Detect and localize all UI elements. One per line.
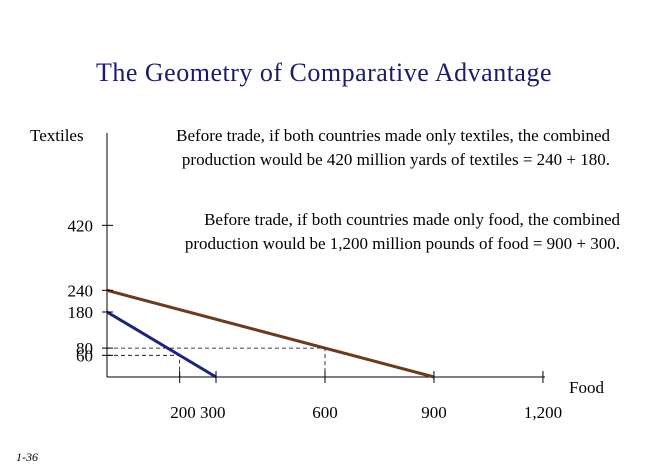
y-tick-label-420: 420 [68, 216, 94, 235]
x-tick-label-1: 600 [312, 403, 338, 422]
page-title: The Geometry of Comparative Advantage [95, 58, 553, 87]
annotation-food: Before trade, if both countries made onl… [184, 210, 620, 253]
x-tick-label-2: 900 [421, 403, 447, 422]
x-axis-label: Food [569, 378, 604, 397]
ppf-line-0 [106, 310, 217, 379]
y-tick-label-80: 80 [76, 339, 93, 358]
slide-number: 1-36 [16, 450, 38, 464]
y-tick-label-240: 240 [68, 281, 94, 300]
x-tick-label-0: 200 300 [170, 403, 225, 422]
annotation-textiles: Before trade, if both countries made onl… [176, 126, 610, 169]
y-tick-label-60: 60 [76, 346, 93, 365]
guide-line-1 [107, 354, 181, 377]
y-tick-label-180: 180 [68, 303, 94, 322]
y-axis-label: Textiles [30, 126, 84, 145]
x-tick-label-3: 1,200 [524, 403, 562, 422]
ppf-line-1 [106, 288, 435, 379]
